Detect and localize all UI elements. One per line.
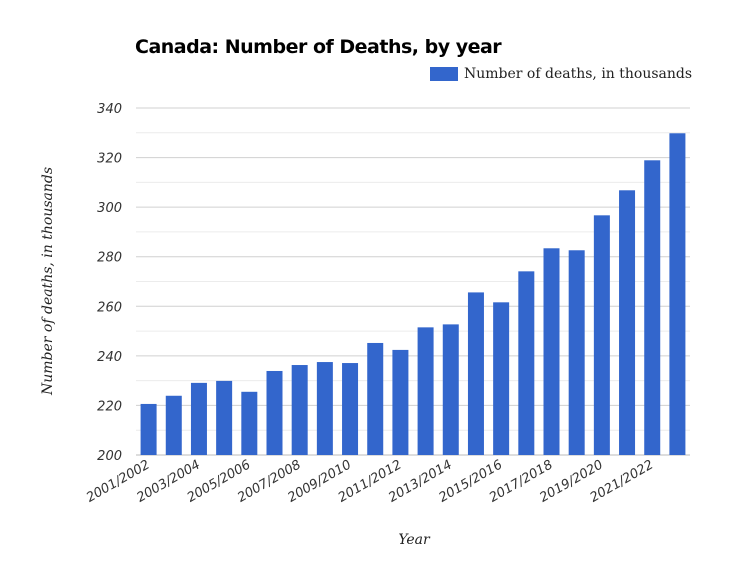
bar-2016/2017: [518, 271, 535, 455]
y-tick-label: 200: [97, 449, 122, 464]
chart-title: Canada: Number of Deaths, by year: [135, 36, 502, 58]
bar-2022/2023: [669, 133, 686, 455]
legend-label: Number of deaths, in thousands: [464, 66, 693, 82]
bar-2018/2019: [568, 250, 585, 455]
bar-2008/2009: [316, 362, 333, 455]
bar-2003/2004: [190, 382, 207, 455]
bar-2012/2013: [417, 327, 434, 455]
bar-2009/2010: [342, 363, 359, 455]
bar-2014/2015: [467, 292, 484, 455]
y-tick-label: 240: [97, 350, 122, 365]
legend-swatch: [430, 67, 458, 81]
bar-2019/2020: [593, 215, 610, 455]
x-axis-title: Year: [398, 532, 431, 548]
y-tick-label: 260: [97, 300, 122, 315]
y-tick-label: 300: [97, 201, 122, 216]
bar-2010/2011: [367, 342, 384, 455]
y-tick-label: 340: [97, 102, 122, 117]
bar-2021/2022: [644, 160, 661, 455]
y-tick-label: 280: [97, 251, 122, 266]
bar-2005/2006: [241, 391, 258, 455]
bar-2015/2016: [493, 302, 510, 455]
bar-2020/2021: [619, 190, 636, 455]
bar-2011/2012: [392, 349, 409, 455]
bar-2001/2002: [140, 403, 157, 455]
bar-2007/2008: [291, 365, 308, 455]
bar-2017/2018: [543, 248, 560, 455]
bar-2004/2005: [216, 380, 233, 455]
bar-2006/2007: [266, 370, 283, 455]
bar-2013/2014: [442, 324, 459, 455]
bar-2002/2003: [165, 395, 182, 455]
y-axis-title: Number of deaths, in thousands: [40, 167, 56, 396]
y-tick-label: 220: [97, 399, 122, 414]
y-tick-label: 320: [97, 152, 122, 167]
legend: Number of deaths, in thousands: [430, 66, 692, 82]
